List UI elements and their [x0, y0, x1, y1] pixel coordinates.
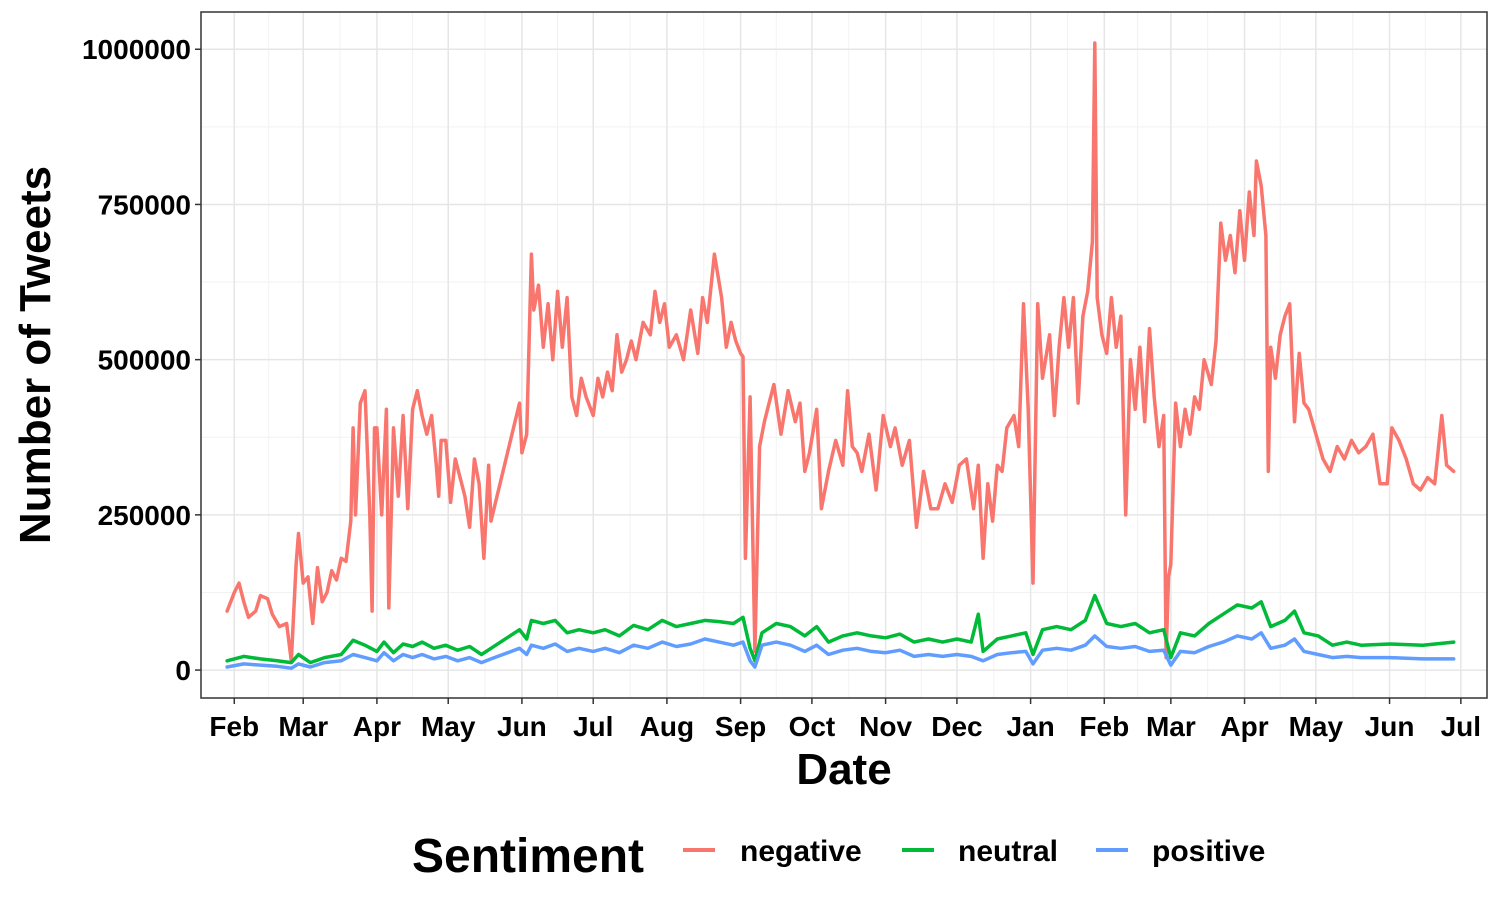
series-line-positive — [225, 631, 1456, 670]
x-axis-ticks: Feb Mar Apr May Jun Jul Aug Sep Oct Nov Dec Jan Feb M… — [209, 698, 1481, 742]
legend-title: Sentiment — [412, 830, 644, 883]
legend: Sentiment negative neutral positive — [412, 830, 1265, 883]
x-tick-label: Oct — [789, 711, 836, 742]
x-tick-label: Feb — [1079, 711, 1129, 742]
x-tick-label: Aug — [640, 711, 694, 742]
plot-panel-border — [200, 11, 1488, 699]
x-tick-label: Feb — [209, 711, 259, 742]
x-tick-label: Jun — [497, 711, 547, 742]
legend-label-positive: positive — [1152, 835, 1265, 868]
x-tick-label: Jan — [1006, 711, 1054, 742]
y-tick-label: 500000 — [98, 345, 191, 376]
legend-label-negative: negative — [740, 835, 862, 868]
x-tick-label: Apr — [353, 711, 401, 742]
x-axis-title: Date — [796, 745, 891, 794]
x-tick-label: Jul — [1441, 711, 1481, 742]
x-tick-label: Dec — [931, 711, 982, 742]
legend-label-neutral: neutral — [958, 835, 1058, 868]
y-tick-label: 750000 — [98, 189, 191, 220]
y-tick-label: 250000 — [98, 500, 191, 531]
y-tick-label: 1000000 — [82, 34, 191, 65]
x-tick-label: Apr — [1220, 711, 1268, 742]
x-tick-label: May — [421, 711, 476, 742]
x-tick-label: Jun — [1365, 711, 1415, 742]
x-tick-label: Nov — [859, 711, 912, 742]
x-tick-label: Mar — [278, 711, 328, 742]
grid-lines — [201, 12, 1487, 698]
series-line-negative — [225, 41, 1456, 663]
x-tick-label: Sep — [715, 711, 766, 742]
series-lines — [225, 41, 1456, 670]
y-axis-title: Number of Tweets — [11, 166, 60, 544]
y-tick-label: 0 — [175, 655, 191, 686]
x-tick-label: Mar — [1146, 711, 1196, 742]
x-tick-label: May — [1289, 711, 1344, 742]
y-axis-ticks: 0 250000 500000 750000 1000000 — [82, 34, 201, 686]
x-tick-label: Jul — [573, 711, 613, 742]
series-line-neutral — [225, 593, 1456, 665]
